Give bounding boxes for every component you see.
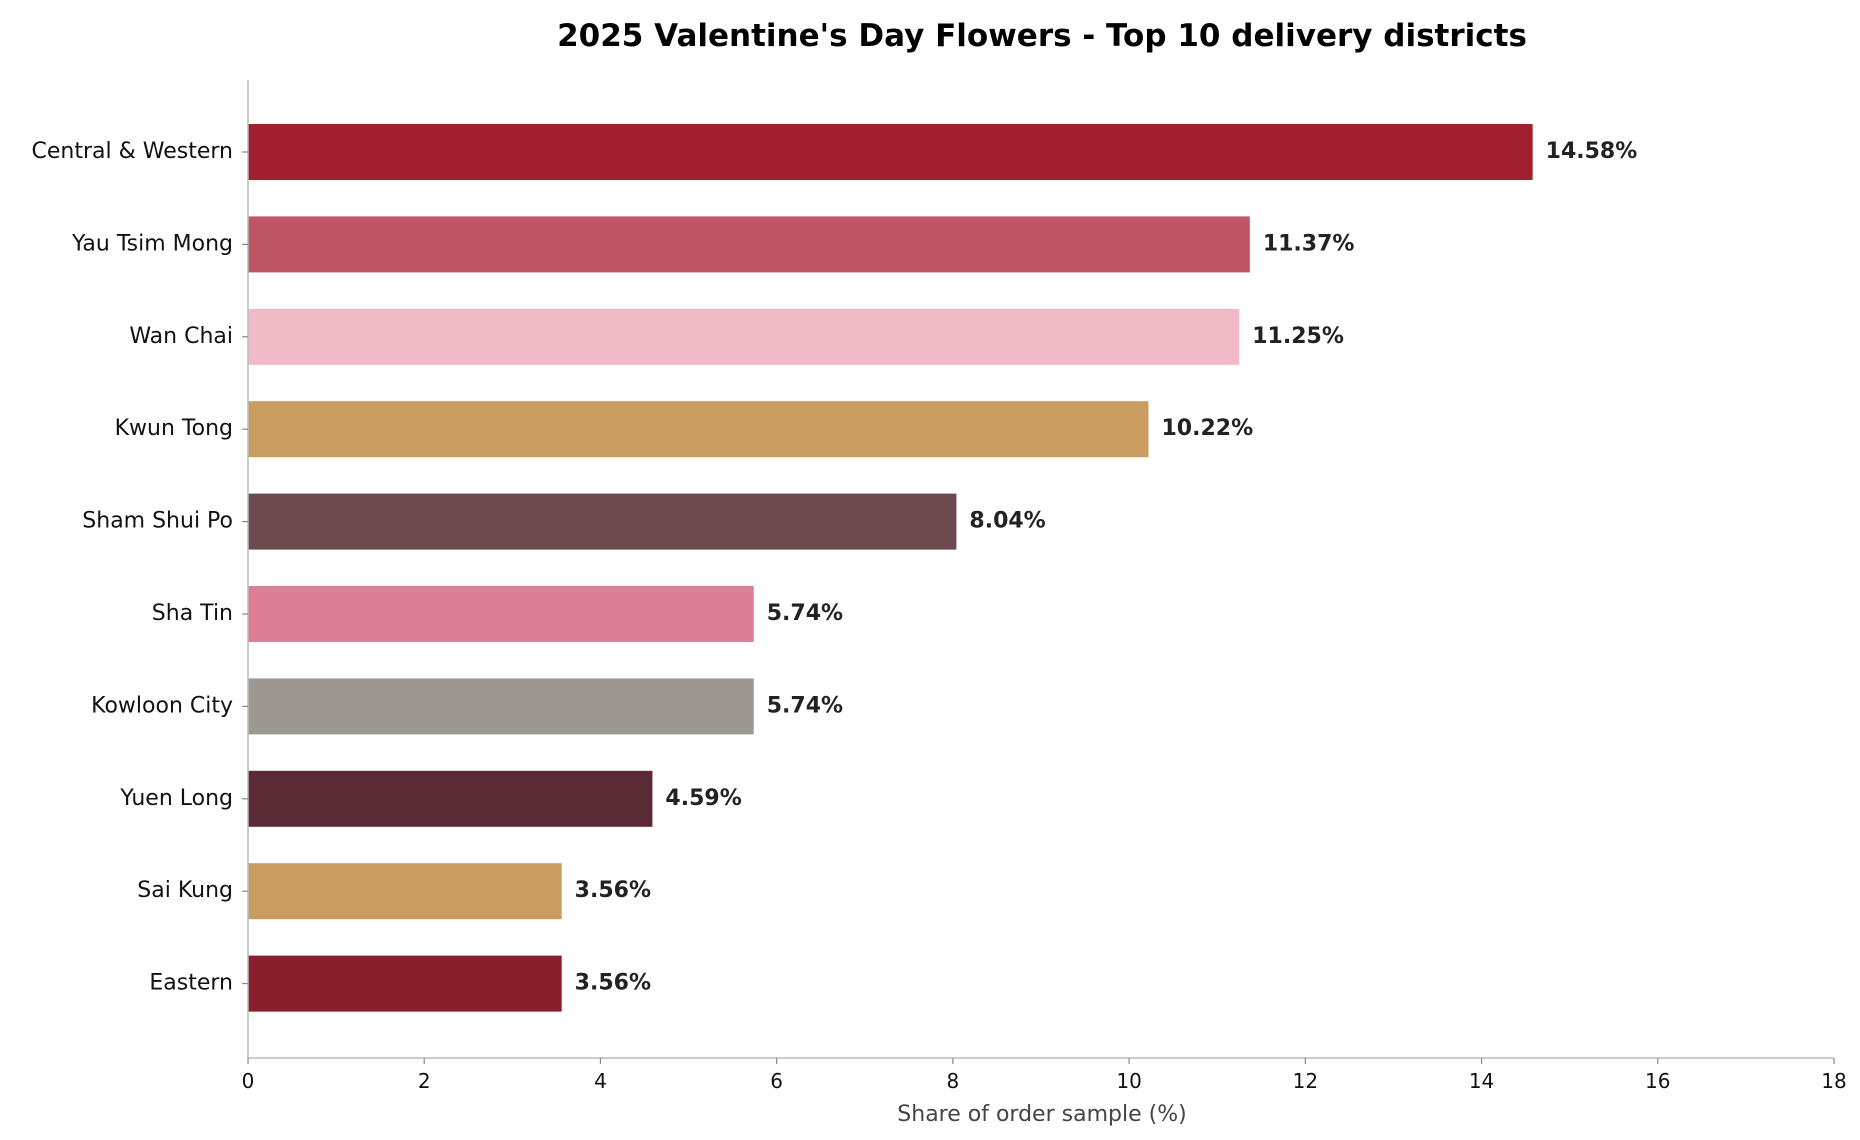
value-label-2: 11.25%	[1252, 324, 1344, 349]
bar-1	[248, 216, 1250, 273]
category-label-7: Yuen Long	[119, 786, 233, 811]
x-tick-label-0: 0	[242, 1069, 255, 1093]
x-axis-title: Share of order sample (%)	[897, 1102, 1186, 1127]
x-tick-label-3: 6	[770, 1069, 783, 1093]
value-label-0: 14.58%	[1546, 139, 1638, 164]
bar-0	[248, 124, 1533, 180]
value-label-9: 3.56%	[575, 971, 651, 996]
x-tick-label-2: 4	[594, 1069, 607, 1093]
bar-9	[248, 955, 562, 1012]
bar-8	[248, 863, 562, 920]
x-tick-label-1: 2	[418, 1069, 431, 1093]
value-label-5: 5.74%	[767, 601, 843, 626]
category-label-2: Wan Chai	[129, 324, 233, 349]
value-label-4: 8.04%	[969, 509, 1045, 534]
bar-3	[248, 401, 1149, 458]
x-tick-label-9: 18	[1821, 1069, 1846, 1093]
value-label-7: 4.59%	[665, 786, 741, 811]
category-label-5: Sha Tin	[152, 601, 233, 626]
bar-6	[248, 678, 754, 735]
value-label-3: 10.22%	[1161, 416, 1253, 441]
chart-title: 2025 Valentine's Day Flowers - Top 10 de…	[557, 18, 1527, 54]
category-label-8: Sai Kung	[137, 878, 233, 903]
category-label-1: Yau Tsim Mong	[71, 231, 233, 256]
category-label-9: Eastern	[149, 971, 233, 996]
x-tick-label-6: 12	[1293, 1069, 1318, 1093]
bar-7	[248, 770, 653, 827]
axes-layer	[247, 80, 1834, 1059]
value-label-6: 5.74%	[767, 693, 843, 718]
x-ticks: 0 2 4 6 8 10 12 14 16 18	[242, 1058, 1847, 1093]
category-label-3: Kwun Tong	[115, 416, 233, 441]
bars-layer: 14.58% 11.37% 11.25% 10.22% 8.04% 5.74% 5.74% 4…	[248, 124, 1637, 1012]
value-label-1: 11.37%	[1263, 231, 1355, 256]
value-label-8: 3.56%	[575, 878, 651, 903]
x-tick-label-5: 10	[1116, 1069, 1141, 1093]
category-label-6: Kowloon City	[91, 693, 233, 718]
x-tick-label-4: 8	[947, 1069, 960, 1093]
x-tick-label-8: 16	[1645, 1069, 1670, 1093]
y-ticks: Central & Western Yau Tsim Mong Wan Chai Kw…	[32, 139, 248, 996]
category-label-4: Sham Shui Po	[82, 509, 233, 534]
category-label-0: Central & Western	[32, 139, 233, 164]
bar-5	[248, 586, 754, 642]
bar-2	[248, 308, 1240, 365]
x-tick-label-7: 14	[1469, 1069, 1494, 1093]
bar-4	[248, 493, 957, 550]
